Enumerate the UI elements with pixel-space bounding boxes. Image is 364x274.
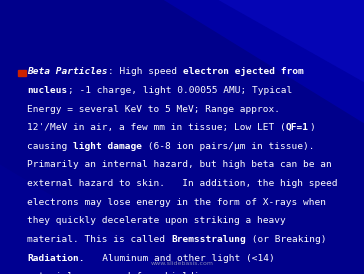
- Text: : High speed: : High speed: [108, 67, 183, 76]
- Polygon shape: [164, 0, 364, 123]
- Text: Primarily an internal hazard, but high beta can be an: Primarily an internal hazard, but high b…: [27, 161, 332, 169]
- FancyBboxPatch shape: [18, 70, 26, 76]
- Text: causing: causing: [27, 142, 73, 151]
- Text: (6-8 ion pairs/μm in tissue).: (6-8 ion pairs/μm in tissue).: [142, 142, 315, 151]
- Text: electron ejected from: electron ejected from: [183, 67, 303, 76]
- Text: external hazard to skin.   In addition, the high speed: external hazard to skin. In addition, th…: [27, 179, 338, 188]
- Text: nucleus: nucleus: [27, 86, 68, 95]
- Text: Bremsstralung: Bremsstralung: [171, 235, 246, 244]
- Text: Aluminum and other light (<14): Aluminum and other light (<14): [85, 254, 274, 262]
- Text: (or Breaking): (or Breaking): [246, 235, 326, 244]
- Text: materials are used for shielding: materials are used for shielding: [27, 272, 211, 274]
- Text: www.slidebasis.com: www.slidebasis.com: [150, 261, 214, 266]
- Text: material. This is called: material. This is called: [27, 235, 171, 244]
- Text: they quickly decelerate upon striking a heavy: they quickly decelerate upon striking a …: [27, 216, 286, 225]
- Text: ): ): [309, 123, 315, 132]
- Polygon shape: [218, 0, 364, 82]
- Text: light damage: light damage: [73, 142, 142, 151]
- Text: electrons may lose energy in the form of X-rays when: electrons may lose energy in the form of…: [27, 198, 326, 207]
- Text: Radiation.: Radiation.: [27, 254, 85, 262]
- Text: ; -1 charge, light 0.00055 AMU; Typical: ; -1 charge, light 0.00055 AMU; Typical: [68, 86, 292, 95]
- Text: QF=1: QF=1: [286, 123, 309, 132]
- Text: 12'/MeV in air, a few mm in tissue; Low LET (: 12'/MeV in air, a few mm in tissue; Low …: [27, 123, 286, 132]
- Text: Beta Particles: Beta Particles: [27, 67, 108, 76]
- Text: Energy = several KeV to 5 MeV; Range approx.: Energy = several KeV to 5 MeV; Range app…: [27, 105, 280, 113]
- Polygon shape: [0, 164, 182, 274]
